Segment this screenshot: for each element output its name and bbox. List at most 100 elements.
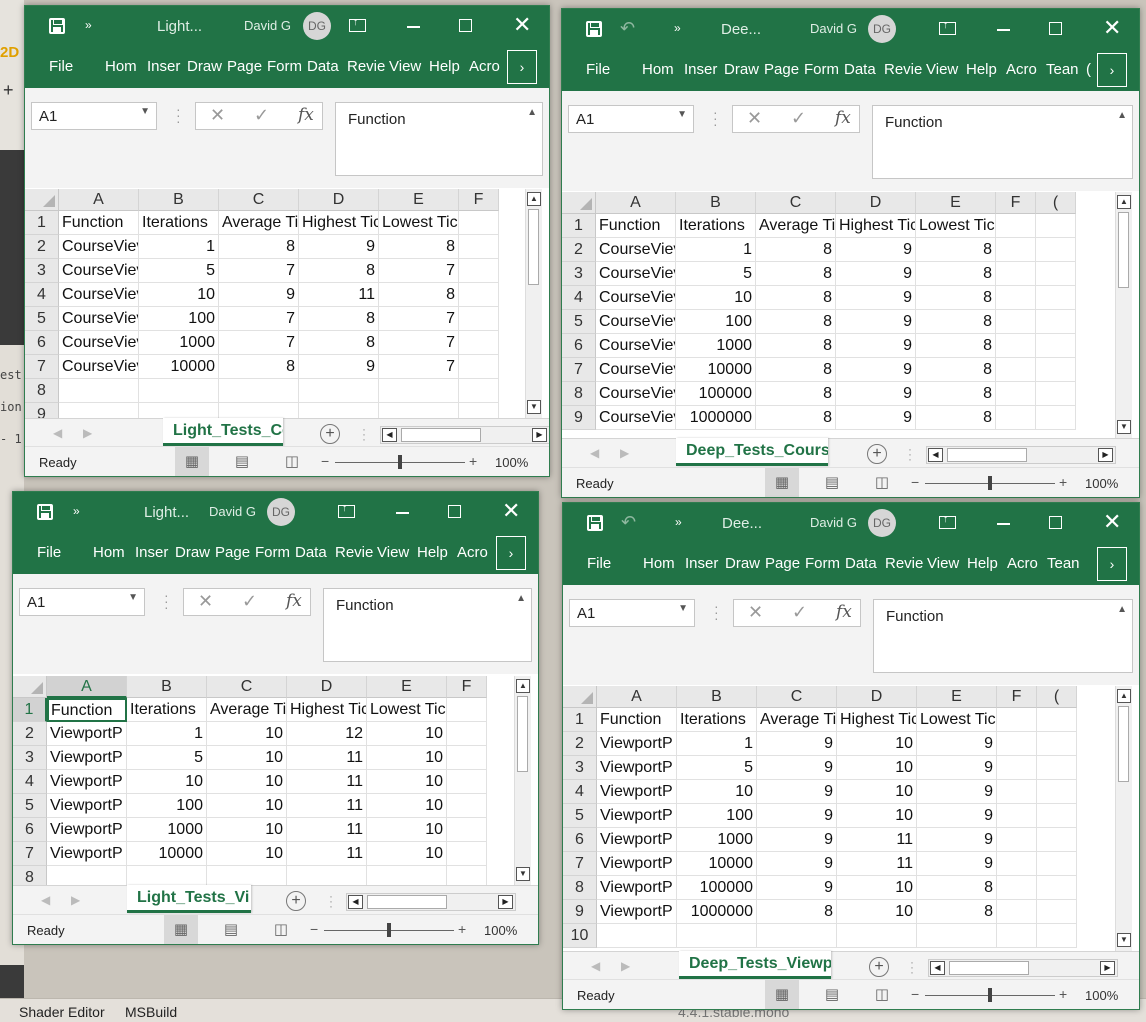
page-layout-view-icon[interactable]: ▤ [824,986,840,1003]
minimize-button[interactable] [997,523,1010,525]
cell[interactable] [459,235,499,259]
ribbon-tab-inser[interactable]: Inser [147,58,181,75]
ribbon-tab-data[interactable]: Data [307,58,339,75]
chevron-down-icon[interactable]: ▼ [128,592,138,603]
cell[interactable]: 10 [837,804,917,828]
cell[interactable]: ViewportP [597,876,677,900]
cell[interactable]: 8 [219,355,299,379]
undo-icon[interactable]: ↶ [620,18,636,38]
scroll-right-icon[interactable]: ▶ [1098,448,1113,462]
scroll-thumb[interactable] [528,209,539,285]
cell[interactable]: ViewportP [47,746,127,770]
column-header-c[interactable]: C [207,676,287,698]
cell[interactable]: 11 [287,818,367,842]
cell[interactable]: 7 [219,331,299,355]
cell[interactable]: 100 [127,794,207,818]
cell[interactable]: Iterations [139,211,219,235]
shader-editor-tab[interactable]: Shader Editor [19,1004,105,1020]
horizontal-scrollbar[interactable]: ◀ ▶ [346,893,516,911]
cell[interactable]: 12 [287,722,367,746]
cell[interactable]: 11 [837,828,917,852]
zoom-in-icon[interactable]: + [458,921,467,937]
cell[interactable]: 9 [836,286,916,310]
ribbon-tab-[interactable]: ( [1086,61,1091,78]
cell[interactable]: 1000 [139,331,219,355]
worksheet-grid[interactable]: A B C D E F(1 Function Iterations Average Ti High… [563,686,1139,951]
scroll-up-icon[interactable]: ▲ [1117,195,1131,209]
cell[interactable]: 9 [299,355,379,379]
row-header[interactable]: 8 [13,866,47,885]
ribbon-tab-draw[interactable]: Draw [187,58,223,75]
cell[interactable] [996,358,1036,382]
cell[interactable]: 5 [127,746,207,770]
excel-window[interactable]: »Light...David GDG✕FileHomInserDrawPageF… [24,5,550,477]
undo-icon[interactable]: ↶ [621,512,637,532]
row-header[interactable]: 5 [563,804,597,828]
cell[interactable]: CourseViev [59,259,139,283]
formula-bar-grip-icon[interactable]: · · · [714,598,719,626]
zoom-in-icon[interactable]: + [1059,474,1068,490]
cell[interactable]: 9 [917,780,997,804]
cell[interactable] [997,708,1037,732]
ribbon-display-options-icon[interactable] [939,514,956,529]
scroll-right-icon[interactable]: ▶ [498,895,513,909]
cell[interactable]: 8 [756,334,836,358]
cell[interactable] [1036,406,1076,430]
insert-function-icon[interactable]: fx [835,108,851,128]
zoom-level[interactable]: 100% [484,923,518,938]
cell[interactable]: ViewportP [47,770,127,794]
row-header[interactable]: 3 [563,756,597,780]
excel-window[interactable]: ↶ » Dee... David G DG ✕ File Hom Inser DrawPageFo… [562,502,1140,1010]
new-sheet-icon[interactable]: + [869,957,889,977]
cell[interactable] [379,403,459,418]
ribbon-tab-revie[interactable]: Revie [885,555,923,572]
ribbon-tab-data[interactable]: Data [845,555,877,572]
column-header-([interactable]: ( [1036,192,1076,214]
title-bar[interactable]: » Light... David G DG ✕ [13,492,538,532]
previous-sheet-icon[interactable]: ◀ [591,959,601,973]
ribbon-tab-tean[interactable]: Tean [1047,555,1080,572]
name-box[interactable]: A1 ▼ [19,588,145,616]
cell[interactable]: 9 [757,804,837,828]
previous-sheet-icon[interactable]: ◀ [41,893,51,907]
column-header-c[interactable]: C [757,686,837,708]
row-header[interactable]: 6 [562,334,596,358]
cell[interactable]: 1000 [677,828,757,852]
row-header[interactable]: 2 [25,235,59,259]
sheet-tab-active[interactable]: Deep_Tests_Course [676,438,828,466]
cell[interactable]: 8 [916,310,996,334]
avatar[interactable]: DG [267,498,295,526]
insert-function-icon[interactable]: fx [298,105,314,125]
cell[interactable] [996,238,1036,262]
column-header-e[interactable]: E [379,189,459,211]
cell[interactable]: 8 [299,307,379,331]
sheet-tab-active[interactable]: Light_Tests_Vi [127,885,251,913]
cell[interactable]: ViewportP [597,756,677,780]
cell[interactable]: 10 [676,286,756,310]
ribbon-tab-view[interactable]: View [389,58,422,75]
enter-check-icon[interactable]: ✓ [242,591,258,611]
cell[interactable]: 10 [207,746,287,770]
normal-view-icon[interactable]: ▦ [164,915,198,944]
cell[interactable]: 8 [916,238,996,262]
row-header[interactable]: 3 [562,262,596,286]
cell[interactable]: 9 [836,238,916,262]
cell[interactable] [459,355,499,379]
cell[interactable]: 8 [299,259,379,283]
previous-sheet-icon[interactable]: ◀ [590,446,600,460]
cell[interactable]: 10 [139,283,219,307]
next-sheet-icon[interactable]: ▶ [620,446,630,460]
minimize-button[interactable] [997,29,1010,31]
scroll-thumb[interactable] [367,895,447,909]
column-header-a[interactable]: A [597,686,677,708]
row-header[interactable]: 7 [13,842,47,866]
cell[interactable]: Iterations [127,698,207,722]
row-header[interactable]: 10 [563,924,597,948]
cell[interactable] [996,310,1036,334]
cell[interactable] [996,334,1036,358]
minimize-button[interactable] [407,26,420,28]
close-button[interactable]: ✕ [513,12,532,37]
cell[interactable]: ViewportP [597,732,677,756]
cell[interactable]: Average Ti [219,211,299,235]
cell[interactable]: CourseViev [596,334,676,358]
